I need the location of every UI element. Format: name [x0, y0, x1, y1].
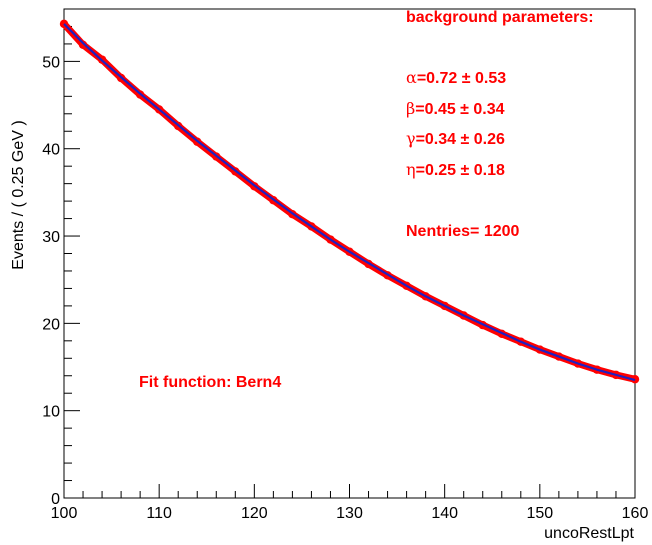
x-tick-label: 120 — [241, 505, 268, 522]
y-tick-label: 50 — [42, 54, 60, 71]
x-tick-label: 100 — [51, 505, 78, 522]
y-tick-label: 40 — [42, 142, 60, 159]
fit-function-label: Fit function: Bern4 — [139, 374, 281, 391]
x-tick-label: 150 — [526, 505, 553, 522]
gamma-parameter: γ=0.34 ± 0.26 — [406, 129, 505, 148]
y-axis-title: Events / ( 0.25 GeV ) — [10, 120, 27, 269]
y-tick-label: 20 — [42, 316, 60, 333]
gamma-symbol: γ — [406, 129, 416, 148]
data-point — [78, 40, 88, 50]
beta-parameter: β=0.45 ± 0.34 — [406, 99, 505, 118]
beta-value: =0.45 ± 0.34 — [415, 101, 504, 118]
eta-symbol: η — [406, 160, 416, 179]
y-tick-label: 30 — [42, 229, 60, 246]
data-marks — [59, 19, 640, 384]
x-axis-title: uncoRestLpt — [544, 525, 634, 542]
eta-value: =0.25 ± 0.18 — [416, 162, 505, 179]
x-tick-label: 160 — [622, 505, 649, 522]
eta-parameter: η=0.25 ± 0.18 — [406, 160, 505, 179]
x-tick-label: 110 — [146, 505, 172, 522]
gamma-value: =0.34 ± 0.26 — [416, 131, 505, 148]
beta-symbol: β — [406, 99, 415, 118]
y-tick-label: 10 — [42, 404, 60, 421]
alpha-parameter: α=0.72 ± 0.53 — [406, 68, 506, 87]
x-tick-label: 130 — [336, 505, 363, 522]
x-tick-label: 140 — [431, 505, 458, 522]
background-parameters-header: background parameters: — [406, 9, 594, 26]
alpha-symbol: α — [406, 68, 417, 87]
alpha-value: =0.72 ± 0.53 — [417, 70, 506, 87]
nentries-label: Nentries= 1200 — [406, 223, 520, 240]
axes: 100 110 120 130 140 150 160 0 10 20 30 40 50 — [42, 8, 649, 522]
y-tick-label: 0 — [51, 491, 60, 508]
fit-curve — [63, 23, 636, 382]
